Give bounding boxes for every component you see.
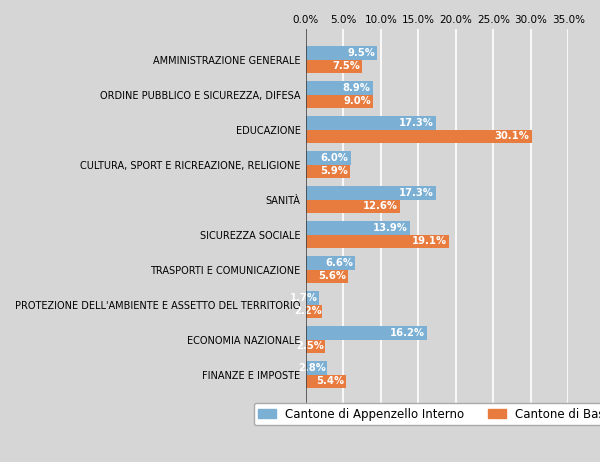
Bar xyxy=(306,46,377,60)
Text: 8.9%: 8.9% xyxy=(343,83,370,93)
Text: 2.8%: 2.8% xyxy=(298,363,326,373)
Bar xyxy=(306,129,532,143)
Text: 1.7%: 1.7% xyxy=(290,293,318,303)
Bar xyxy=(306,361,327,375)
Text: 13.9%: 13.9% xyxy=(373,223,408,233)
Text: 16.2%: 16.2% xyxy=(390,328,425,338)
Text: 5.9%: 5.9% xyxy=(320,166,348,176)
Bar xyxy=(306,60,362,73)
Text: 12.6%: 12.6% xyxy=(363,201,398,211)
Text: 6.6%: 6.6% xyxy=(325,258,353,268)
Text: 2.5%: 2.5% xyxy=(296,341,324,351)
Bar xyxy=(306,304,322,318)
Text: 9.0%: 9.0% xyxy=(343,96,371,106)
Text: 5.4%: 5.4% xyxy=(316,376,344,386)
Bar xyxy=(306,221,410,235)
Bar xyxy=(306,291,319,304)
Bar xyxy=(306,151,351,164)
Bar xyxy=(306,200,400,213)
Bar xyxy=(306,340,325,353)
Bar xyxy=(306,95,373,108)
Text: 17.3%: 17.3% xyxy=(398,188,433,198)
Bar xyxy=(306,164,350,178)
Text: 6.0%: 6.0% xyxy=(321,153,349,163)
Text: 7.5%: 7.5% xyxy=(332,61,360,71)
Text: 2.2%: 2.2% xyxy=(294,306,322,316)
Text: 19.1%: 19.1% xyxy=(412,236,447,246)
Bar xyxy=(306,256,355,269)
Bar xyxy=(306,375,346,388)
Text: 9.5%: 9.5% xyxy=(347,48,375,58)
Bar xyxy=(306,326,427,340)
Text: 5.6%: 5.6% xyxy=(317,271,346,281)
Bar xyxy=(306,269,348,283)
Text: 30.1%: 30.1% xyxy=(494,131,529,141)
Bar xyxy=(306,81,373,95)
Bar xyxy=(306,235,449,248)
Bar xyxy=(306,186,436,200)
Legend: Cantone di Appenzello Interno, Cantone di Basilea Città: Cantone di Appenzello Interno, Cantone d… xyxy=(254,403,600,426)
Bar xyxy=(306,116,436,129)
Text: 17.3%: 17.3% xyxy=(398,118,433,128)
